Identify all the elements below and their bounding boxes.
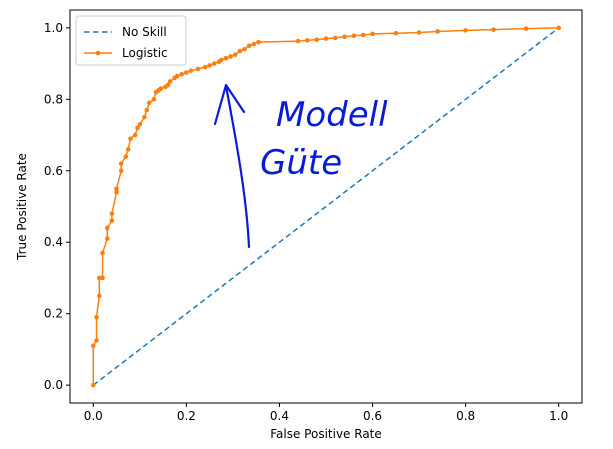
- data-point-logistic: [237, 48, 243, 54]
- x-tick-label: 0.6: [363, 409, 382, 423]
- data-point-logistic: [128, 136, 133, 141]
- data-point-logistic: [393, 30, 399, 36]
- data-point-logistic: [151, 97, 157, 102]
- data-point-logistic: [195, 66, 201, 72]
- data-point-logistic: [90, 343, 96, 349]
- y-tick-label: 0.4: [44, 235, 63, 249]
- data-point-logistic: [114, 189, 119, 195]
- annotation-arrow-shaft: [224, 84, 251, 249]
- data-point-logistic: [144, 107, 150, 113]
- data-point-logistic: [202, 64, 208, 70]
- data-point-logistic: [104, 236, 110, 241]
- data-point-logistic: [333, 35, 338, 41]
- data-point-logistic: [109, 218, 115, 224]
- data-point-logistic: [246, 43, 252, 49]
- data-point-logistic: [109, 211, 115, 216]
- handwritten-annotation: Modell Güte: [213, 83, 388, 249]
- data-point-logistic: [342, 34, 347, 40]
- data-point-logistic: [232, 52, 238, 57]
- data-point-logistic: [135, 125, 140, 131]
- y-tick-label: 0.2: [44, 307, 63, 321]
- data-point-logistic: [174, 73, 180, 79]
- x-tick-label: 0.2: [177, 409, 196, 423]
- data-point-logistic: [218, 57, 224, 63]
- data-point-logistic: [463, 28, 468, 33]
- data-point-logistic: [125, 147, 131, 152]
- legend-label-logistic: Logistic: [122, 46, 168, 60]
- data-point-logistic: [256, 39, 261, 45]
- data-point-logistic: [207, 63, 212, 68]
- y-tick-label: 0.8: [44, 92, 63, 106]
- data-point-logistic: [146, 100, 152, 106]
- data-point-logistic: [137, 122, 143, 127]
- y-axis-label: True Positive Rate: [15, 153, 29, 261]
- data-point-logistic: [123, 154, 129, 159]
- data-point-logistic: [167, 79, 173, 84]
- data-point-logistic: [100, 275, 105, 281]
- data-point-logistic: [251, 41, 257, 47]
- data-point-logistic: [242, 47, 247, 52]
- legend-label-no-skill: No Skill: [122, 25, 167, 39]
- data-point-logistic: [90, 382, 96, 388]
- x-tick-label: 0.8: [456, 409, 475, 423]
- data-point-logistic: [295, 38, 301, 44]
- plot-area: [90, 25, 562, 388]
- data-point-logistic: [158, 86, 164, 91]
- annotation-arrow-head: [213, 83, 246, 126]
- data-point-logistic: [118, 168, 124, 174]
- data-point-logistic: [211, 61, 217, 66]
- data-point-logistic: [97, 275, 102, 281]
- data-point-logistic: [165, 82, 171, 88]
- data-point-logistic: [118, 161, 124, 166]
- annotation-text-line2: Güte: [260, 143, 342, 183]
- x-tick-label: 0.4: [270, 409, 289, 423]
- data-point-logistic: [142, 114, 147, 120]
- data-point-logistic: [132, 132, 138, 138]
- y-tick-label: 0.0: [44, 378, 63, 392]
- data-point-logistic: [305, 38, 310, 43]
- legend-marker-logistic: [95, 50, 101, 56]
- data-point-logistic: [491, 27, 496, 32]
- data-point-logistic: [228, 54, 233, 59]
- y-tick-label: 1.0: [44, 21, 63, 35]
- data-point-logistic: [323, 36, 329, 41]
- axes: 0.0 0.2 0.4 0.6 0.8 1.0 0.0 0.2 0.4 0.6 0.8 1.0: [44, 9, 583, 423]
- series-line-no-skill: [92, 27, 560, 386]
- data-point-logistic: [223, 55, 229, 61]
- data-point-logistic: [100, 250, 105, 256]
- axes-frame: [69, 9, 583, 404]
- data-point-logistic: [360, 32, 366, 38]
- data-point-logistic: [97, 293, 102, 299]
- data-point-logistic: [179, 72, 185, 77]
- data-point-logistic: [523, 26, 529, 31]
- legend: No Skill Logistic: [75, 15, 187, 66]
- x-axis-label: False Positive Rate: [270, 427, 382, 441]
- data-point-logistic: [94, 314, 99, 320]
- annotation-text-line1: Modell: [276, 95, 388, 135]
- data-point-logistic: [188, 68, 194, 74]
- data-point-logistic: [351, 33, 357, 39]
- y-tick-label: 0.6: [44, 164, 63, 178]
- data-point-logistic: [114, 186, 119, 191]
- data-point-logistic: [314, 37, 319, 42]
- data-point-logistic: [104, 225, 110, 231]
- data-point-logistic: [556, 25, 562, 31]
- data-point-logistic: [370, 31, 375, 37]
- data-point-logistic: [435, 29, 441, 34]
- x-tick-label: 0.0: [84, 409, 103, 423]
- x-tick-label: 1.0: [549, 409, 568, 423]
- data-point-logistic: [416, 30, 422, 35]
- data-point-logistic: [184, 70, 189, 75]
- data-point-logistic: [94, 338, 99, 343]
